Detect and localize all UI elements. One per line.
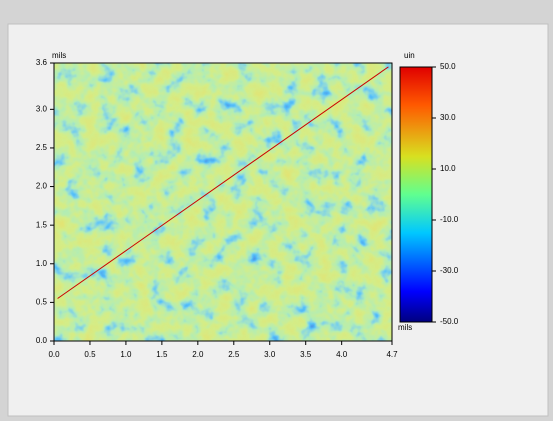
colorbar-tick-label: 30.0: [440, 113, 456, 122]
x-tick-label: 1.5: [156, 350, 168, 359]
x-tick-label: 3.5: [300, 350, 312, 359]
colorbar-tick-label: -30.0: [440, 266, 459, 275]
y-tick-label: 2.5: [36, 143, 48, 152]
profile-line: [57, 66, 389, 299]
y-axis-label: mils: [52, 51, 66, 60]
colorbar-tick-label: -50.0: [440, 317, 459, 326]
y-tick-label: 1.0: [36, 259, 48, 268]
x-tick-label: 4.7: [386, 350, 398, 359]
x-tick-label: 2.5: [228, 350, 240, 359]
colorbar-tick-label: -10.0: [440, 215, 459, 224]
y-tick-label: 1.5: [36, 220, 48, 229]
y-tick-label: 2.0: [36, 182, 48, 191]
x-axis-label: mils: [398, 323, 412, 332]
y-tick-label: 0.5: [36, 297, 48, 306]
y-tick-label: 0.0: [36, 336, 48, 345]
heatmap-image: [54, 63, 392, 341]
x-tick-label: 3.0: [264, 350, 276, 359]
x-tick-label: 1.0: [120, 350, 132, 359]
y-tick-label: 3.6: [36, 58, 48, 67]
colorbar-label: uin: [404, 51, 415, 60]
x-tick-label: 2.0: [192, 350, 204, 359]
plot-frame: [53, 62, 393, 342]
y-tick-label: 3.0: [36, 104, 48, 113]
colorbar-tick-label: 50.0: [440, 62, 456, 71]
x-tick-label: 0.0: [48, 350, 60, 359]
x-tick-label: 4.0: [336, 350, 348, 359]
colorbar-tick-label: 10.0: [440, 164, 456, 173]
colorbar: [399, 66, 433, 323]
x-tick-label: 0.5: [84, 350, 96, 359]
